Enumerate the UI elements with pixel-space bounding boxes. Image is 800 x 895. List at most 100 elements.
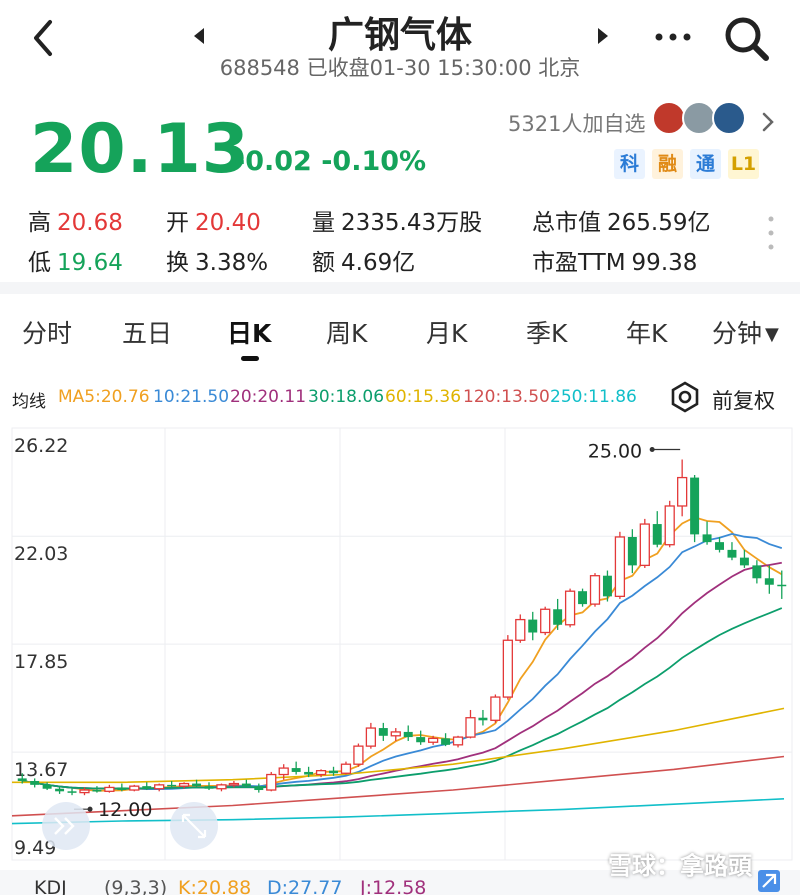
candle-body <box>129 785 140 791</box>
candle-body <box>478 717 488 721</box>
candle-body <box>378 728 388 736</box>
watchlist-count[interactable]: 5321人加自选 <box>508 112 646 136</box>
candle-body <box>553 609 563 625</box>
candle-body <box>142 786 152 789</box>
tab-minute[interactable]: 分钟 ▼ <box>712 319 779 348</box>
kline-chart[interactable]: 26.22 22.03 17.85 13.67 9.49 25.00 12.00 <box>0 418 800 870</box>
stock-name: 广钢气体 <box>327 15 472 56</box>
candle-body <box>278 767 289 776</box>
high-marker-dot <box>649 447 655 453</box>
ma-line-250 <box>11 798 785 825</box>
avatar <box>652 101 686 135</box>
candle-body <box>291 768 301 772</box>
candle-body <box>216 784 227 790</box>
candle-body <box>55 788 65 792</box>
candle-body <box>340 763 352 774</box>
candle-body <box>502 639 513 698</box>
tab-quarterly-k[interactable]: 季K <box>526 319 568 348</box>
candle-body <box>192 783 202 787</box>
tab-intraday[interactable]: 分时 <box>22 319 73 348</box>
current-price: 20.13 <box>30 110 251 189</box>
candle-body <box>652 524 662 545</box>
search-icon[interactable] <box>722 14 770 64</box>
candle-body <box>752 565 762 579</box>
stat-low: 低 19.64 <box>28 250 123 276</box>
kdj-d: D:27.77 <box>267 877 343 895</box>
candle-body <box>178 782 190 787</box>
candle-body <box>67 791 77 793</box>
candle-body <box>602 575 612 597</box>
low-price-label: 12.00 <box>98 799 152 821</box>
stat-open: 开 20.40 <box>166 210 261 236</box>
ma-label: 均线 <box>12 392 46 412</box>
chevron-right-icon[interactable] <box>758 108 778 136</box>
top-bar: 广钢气体 688548 已收盘01-30 15:30:00 北京 <box>0 0 800 86</box>
candle-body <box>578 591 588 605</box>
candle-body <box>390 731 401 737</box>
candle-body <box>677 476 688 507</box>
moving-average-legend[interactable]: 均线 MA5:20.76 10:21.50 20:20.11 30:18.06 … <box>0 378 800 416</box>
tab-weekly-k[interactable]: 周K <box>326 319 368 348</box>
avatar <box>712 101 746 135</box>
ma-line-60 <box>12 707 785 784</box>
candle-body <box>639 523 650 567</box>
candle-body <box>727 549 737 558</box>
candle-body <box>30 780 40 785</box>
low-marker-dot <box>87 806 93 812</box>
candle-body <box>627 536 637 566</box>
candle-body <box>427 737 439 743</box>
stat-amount: 额 4.69亿 <box>312 250 416 276</box>
price-adjust-button[interactable]: 前复权 <box>668 380 775 414</box>
stat-pe-ttm: 市盈TTM 99.38 <box>532 250 698 276</box>
candle-body <box>92 790 102 792</box>
tab-daily-k[interactable]: 日K <box>227 319 272 348</box>
kdj-indicator-bar[interactable]: KDJ (9,3,3) K:20.88 D:27.77 J:12.58 <box>0 870 800 895</box>
kdj-label: KDJ <box>34 877 67 895</box>
more-stats-icon[interactable] <box>767 213 775 253</box>
section-divider <box>0 282 800 294</box>
prev-stock-icon[interactable] <box>186 22 210 50</box>
active-tab-indicator <box>241 356 259 361</box>
candle-body <box>614 536 626 598</box>
candle-body <box>228 782 240 786</box>
y-tick-label: 26.22 <box>14 435 68 457</box>
candle-body <box>515 618 526 641</box>
candle-body <box>739 557 749 566</box>
market-badges: 科 融 通 L1 <box>614 149 759 179</box>
candle-body <box>452 736 464 746</box>
tab-yearly-k[interactable]: 年K <box>626 319 668 348</box>
candle-body <box>304 771 314 775</box>
y-tick-label: 17.85 <box>14 651 68 673</box>
candle-body <box>42 784 52 789</box>
more-icon[interactable] <box>650 24 696 50</box>
ma-5: MA5:20.76 <box>58 387 150 407</box>
caret-down-icon: ▼ <box>765 324 779 345</box>
candle-body <box>403 731 413 738</box>
scroll-left-button-bg <box>42 802 90 850</box>
collapse-icon[interactable] <box>758 870 780 892</box>
y-tick-label: 22.03 <box>14 543 68 565</box>
candle-body <box>540 608 551 634</box>
stat-volume: 量 2335.43万股 <box>312 210 483 236</box>
candle-body <box>777 584 787 587</box>
next-stock-icon[interactable] <box>592 22 616 50</box>
expand-icon <box>181 813 207 839</box>
price-change: -0.02 -0.10% <box>234 146 427 177</box>
tab-monthly-k[interactable]: 月K <box>426 319 468 348</box>
ma-line-10 <box>22 532 783 791</box>
candle-body <box>329 770 338 774</box>
candle-body <box>365 727 377 747</box>
candle-body <box>167 784 177 787</box>
candle-body <box>702 534 712 543</box>
candle-body <box>490 696 501 721</box>
y-tick-label: 13.67 <box>14 759 68 781</box>
hexagon-settings-icon <box>671 381 699 413</box>
kline-chart-svg[interactable]: 26.22 22.03 17.85 13.67 9.49 25.00 12.00 <box>0 418 800 870</box>
candle-body <box>690 477 700 535</box>
follower-avatars[interactable] <box>652 101 748 137</box>
back-arrow-icon[interactable] <box>22 14 66 62</box>
candle-body <box>79 789 90 794</box>
tab-five-day[interactable]: 五日 <box>122 319 173 348</box>
kdj-k: K:20.88 <box>178 877 252 895</box>
ma-20: 20:20.11 <box>230 387 307 407</box>
